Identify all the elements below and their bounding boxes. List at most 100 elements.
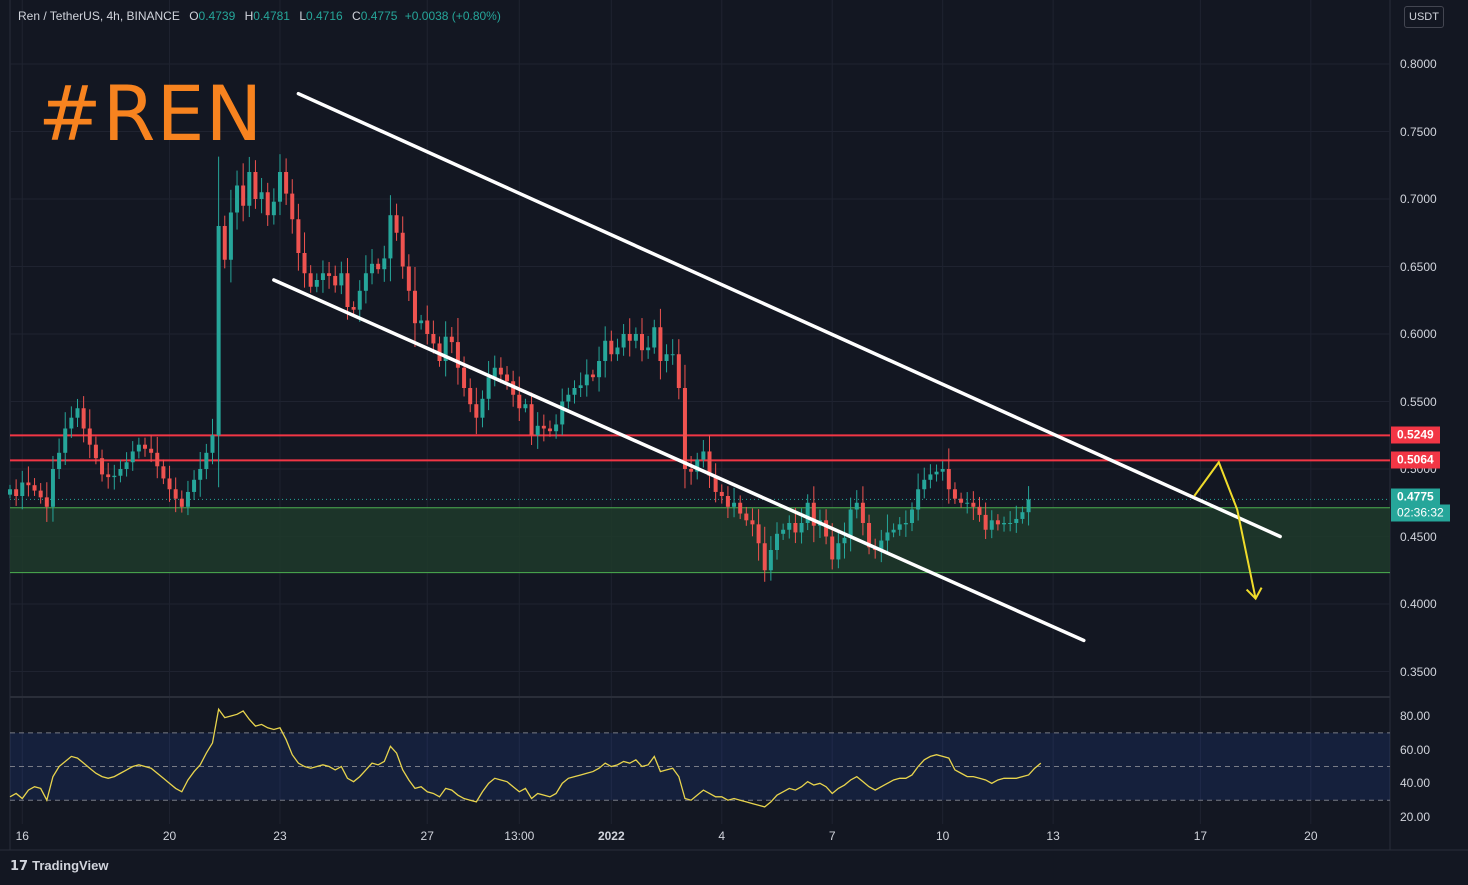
candle-body (449, 336, 454, 343)
candle-body (210, 435, 215, 453)
candle (658, 308, 663, 380)
candle (492, 355, 497, 387)
candle-body (32, 485, 37, 491)
candle (646, 335, 651, 359)
candle (860, 486, 865, 536)
symbol-title[interactable]: Ren / TetherUS, 4h, BINANCE (18, 9, 180, 23)
candle-body (20, 482, 25, 496)
candle-body (597, 361, 602, 378)
candle-body (505, 374, 510, 382)
candle (192, 470, 197, 501)
candle (842, 522, 847, 559)
candle-body (725, 496, 730, 507)
candle (664, 344, 669, 373)
candle (308, 265, 313, 293)
candle-body (57, 452, 62, 469)
candle-body (498, 367, 503, 375)
candle-body (541, 425, 546, 429)
candle-body (142, 444, 147, 449)
candle-body (112, 475, 117, 478)
candle-body (664, 354, 669, 361)
candle (406, 254, 411, 301)
candle-body (357, 290, 362, 310)
candle-body (455, 342, 460, 368)
candle-body (284, 172, 289, 194)
candle (762, 526, 767, 582)
currency-unit-button[interactable]: USDT (1404, 6, 1444, 28)
candle (505, 366, 510, 390)
resistance-price-tag: 0.5249 (1391, 426, 1440, 444)
candle (38, 483, 43, 504)
candle-body (290, 193, 295, 220)
candle-body (572, 388, 577, 395)
candle-body (468, 388, 473, 405)
candle-body (327, 273, 332, 276)
candle-body (1014, 518, 1019, 523)
candle-body (235, 185, 240, 213)
channel-lower-line (272, 278, 1086, 643)
candle (314, 273, 319, 293)
candle (44, 482, 49, 522)
candle-body (394, 215, 399, 233)
candle (903, 510, 908, 537)
candle (566, 387, 571, 409)
candle-body (934, 471, 939, 475)
candle (302, 232, 307, 288)
candle (597, 346, 602, 392)
candle (959, 492, 964, 508)
candle (952, 482, 957, 504)
candle (928, 464, 933, 489)
candle (265, 182, 270, 226)
candle-body (265, 192, 270, 216)
candle-body (916, 489, 921, 510)
candle-body (345, 273, 350, 307)
candle-body (100, 458, 105, 475)
candle (449, 327, 454, 354)
candle-body (738, 502, 743, 514)
candle (20, 470, 25, 510)
candle-body (744, 513, 749, 521)
tradingview-logo[interactable]: 17 TradingView (10, 858, 108, 874)
candle (106, 462, 111, 489)
candles (8, 154, 1031, 582)
candle (535, 412, 540, 449)
candle (995, 514, 1000, 531)
candle (1020, 506, 1025, 524)
candle-body (81, 408, 86, 429)
candle (425, 305, 430, 345)
candle (382, 245, 387, 282)
candle-body (983, 514, 988, 530)
change-value: +0.0038 (+0.80%) (404, 9, 501, 23)
candle (572, 380, 577, 404)
candle (271, 188, 276, 225)
candle-body (167, 478, 172, 490)
candle (69, 406, 74, 438)
candle-body (959, 498, 964, 503)
candle-body (578, 385, 583, 388)
time-tick-label: 17 (1193, 829, 1208, 843)
candle (8, 484, 12, 499)
candle (946, 448, 951, 504)
candle-body (670, 354, 675, 356)
rsi-tick-label: 60.00 (1400, 742, 1431, 757)
candle (93, 436, 98, 465)
candle-body (750, 520, 755, 525)
candle-body (713, 475, 718, 492)
candle-body (535, 425, 540, 436)
candle-body (241, 185, 246, 206)
candle (719, 484, 724, 504)
candle (682, 364, 687, 489)
candle-body (351, 307, 356, 310)
candle-body (14, 489, 19, 496)
candle (609, 330, 614, 362)
projection-arrowhead (1245, 587, 1263, 601)
ticker-annotation: #REN (38, 69, 264, 158)
candle (222, 215, 227, 269)
candle (296, 203, 301, 271)
candle-body (842, 537, 847, 544)
candle-body (50, 469, 55, 507)
time-tick-label: 13:00 (504, 829, 535, 843)
candle-body (615, 347, 620, 355)
